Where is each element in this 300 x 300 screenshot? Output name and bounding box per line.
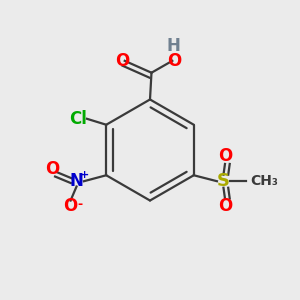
Text: S: S [217, 172, 230, 190]
Text: Cl: Cl [69, 110, 87, 128]
Text: N: N [70, 172, 83, 190]
Text: O: O [63, 197, 78, 215]
Text: O: O [167, 52, 181, 70]
Text: -: - [77, 199, 82, 212]
Text: O: O [115, 52, 129, 70]
Text: H: H [167, 37, 181, 55]
Text: O: O [218, 197, 232, 215]
Text: +: + [80, 170, 89, 180]
Text: O: O [218, 147, 232, 165]
Text: O: O [46, 160, 60, 178]
Text: CH₃: CH₃ [250, 174, 278, 188]
